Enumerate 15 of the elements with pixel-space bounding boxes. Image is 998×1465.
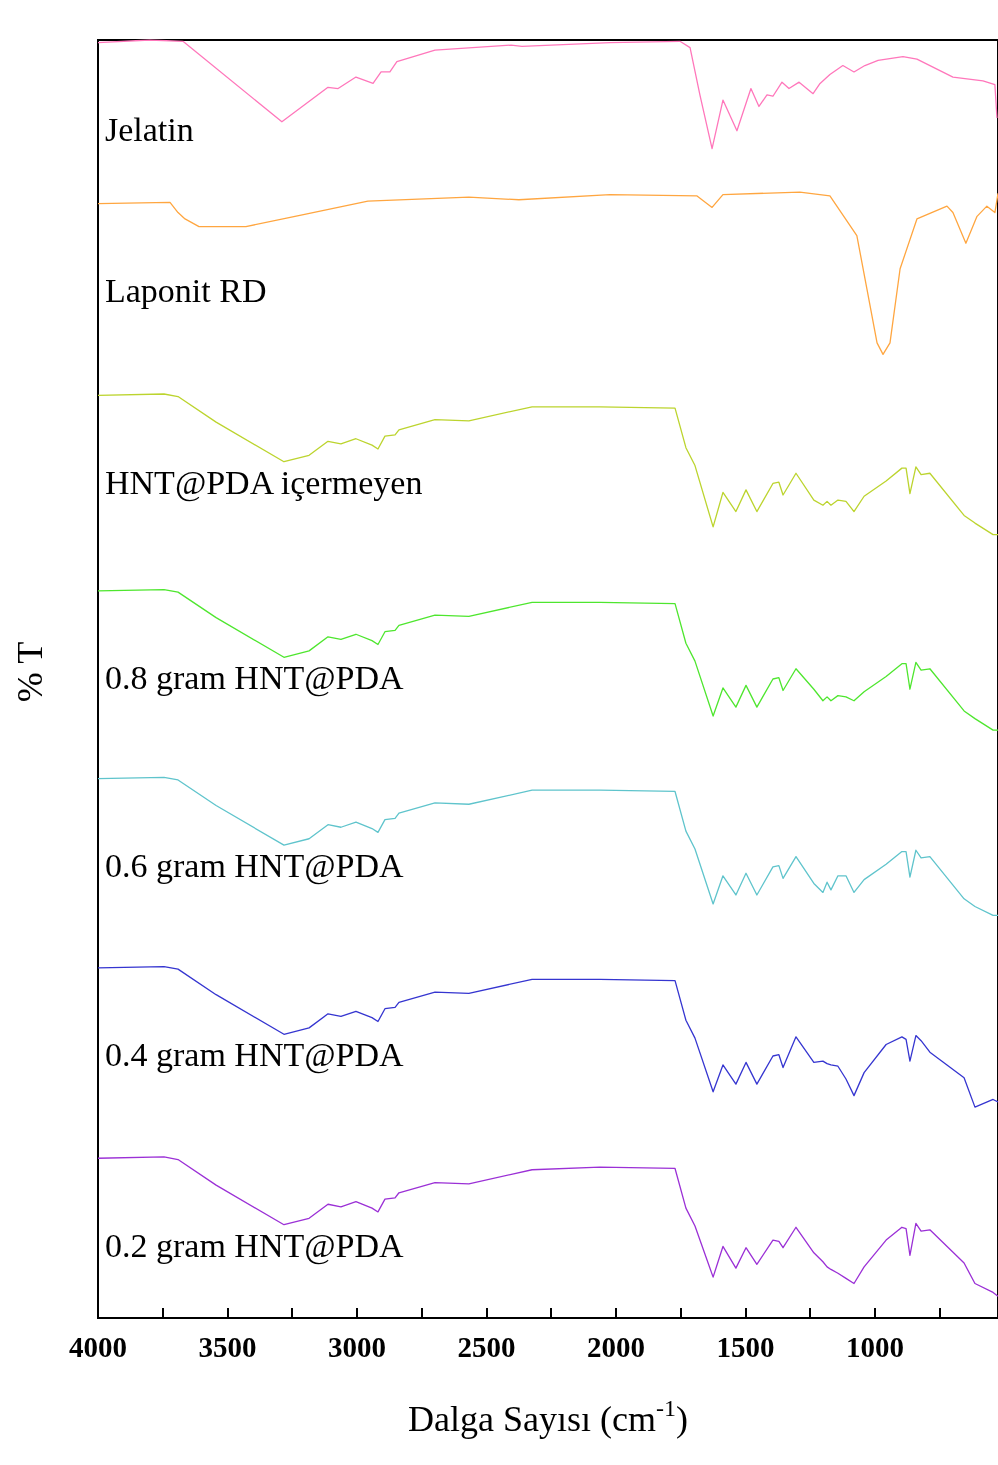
x-tick-label: 4000 — [69, 1330, 127, 1363]
x-tick-label: 1500 — [716, 1330, 775, 1363]
series-label: 0.8 gram HNT@PDA — [105, 659, 405, 698]
x-tick-label: 1000 — [845, 1330, 904, 1363]
x-tick-label: 3500 — [198, 1330, 257, 1363]
x-tick-label: 3000 — [327, 1330, 386, 1363]
series-label: Laponit RD — [105, 272, 267, 310]
series-label: 0.2 gram HNT@PDA — [105, 1226, 405, 1265]
x-tick-label: 2000 — [586, 1330, 645, 1363]
series-label: Jelatin — [105, 111, 194, 149]
series-label: HNT@PDA içermeyen — [105, 463, 423, 502]
x-tick-label: 2500 — [457, 1330, 516, 1363]
series-label: 0.4 gram HNT@PDA — [105, 1036, 405, 1075]
y-axis-title: % T — [10, 641, 50, 703]
series-label: 0.6 gram HNT@PDA — [105, 847, 405, 886]
